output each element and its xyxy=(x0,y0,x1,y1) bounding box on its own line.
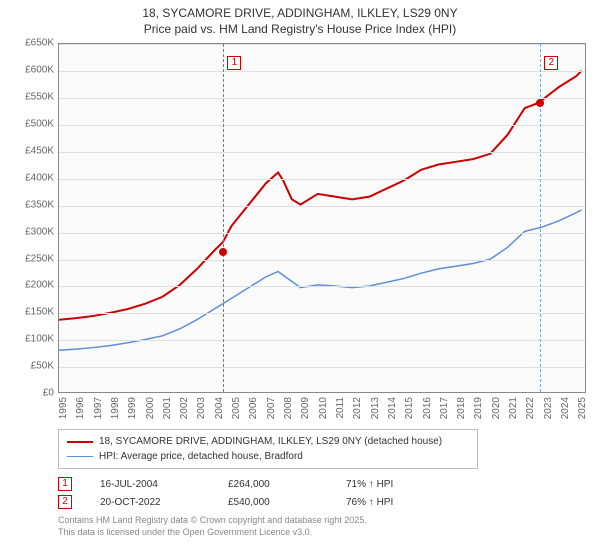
event-line xyxy=(223,44,224,392)
ytick-label: £300K xyxy=(10,226,54,237)
ytick-label: £100K xyxy=(10,334,54,345)
gridline-h xyxy=(59,286,585,287)
ytick-label: £200K xyxy=(10,280,54,291)
ytick-label: £500K xyxy=(10,118,54,129)
ytick-label: £550K xyxy=(10,92,54,103)
event-price: £264,000 xyxy=(228,479,318,490)
series-price_paid xyxy=(59,71,582,320)
event-row: 2 20-OCT-2022 £540,000 76% ↑ HPI xyxy=(58,495,590,509)
event-delta: 71% ↑ HPI xyxy=(346,479,393,490)
ytick-label: £450K xyxy=(10,145,54,156)
gridline-h xyxy=(59,125,585,126)
ytick-label: £0 xyxy=(10,388,54,399)
ytick-label: £400K xyxy=(10,172,54,183)
xtick-label: 2025 xyxy=(577,397,600,419)
event-price: £540,000 xyxy=(228,497,318,508)
title-line2: Price paid vs. HM Land Registry's House … xyxy=(10,22,590,38)
chart-title: 18, SYCAMORE DRIVE, ADDINGHAM, ILKLEY, L… xyxy=(10,6,590,37)
attribution: Contains HM Land Registry data © Crown c… xyxy=(58,515,590,538)
event-date: 16-JUL-2004 xyxy=(100,479,200,490)
event-row: 1 16-JUL-2004 £264,000 71% ↑ HPI xyxy=(58,477,590,491)
ytick-label: £650K xyxy=(10,38,54,49)
gridline-h xyxy=(59,179,585,180)
gridline-h xyxy=(59,44,585,45)
gridline-h xyxy=(59,260,585,261)
ytick-label: £150K xyxy=(10,307,54,318)
legend-swatch xyxy=(67,456,93,457)
ytick-label: £250K xyxy=(10,253,54,264)
ytick-label: £50K xyxy=(10,361,54,372)
gridline-h xyxy=(59,367,585,368)
legend-item: 18, SYCAMORE DRIVE, ADDINGHAM, ILKLEY, L… xyxy=(67,434,469,449)
gridline-h xyxy=(59,152,585,153)
gridline-h xyxy=(59,206,585,207)
legend-item: HPI: Average price, detached house, Brad… xyxy=(67,449,469,464)
ytick-label: £350K xyxy=(10,199,54,210)
gridline-h xyxy=(59,313,585,314)
gridline-h xyxy=(59,340,585,341)
footer-line2: This data is licensed under the Open Gov… xyxy=(58,527,590,539)
chart: £0 £50K £100K £150K £200K £250K £300K £350K £400… xyxy=(10,43,586,423)
event-delta: 76% ↑ HPI xyxy=(346,497,393,508)
event-line xyxy=(540,44,541,392)
event-marker xyxy=(536,99,544,107)
gridline-h xyxy=(59,233,585,234)
legend-label: 18, SYCAMORE DRIVE, ADDINGHAM, ILKLEY, L… xyxy=(99,434,442,449)
event-badge: 2 xyxy=(544,56,558,70)
ytick-label: £600K xyxy=(10,65,54,76)
title-line1: 18, SYCAMORE DRIVE, ADDINGHAM, ILKLEY, L… xyxy=(10,6,590,22)
legend: 18, SYCAMORE DRIVE, ADDINGHAM, ILKLEY, L… xyxy=(58,429,478,469)
event-row-badge: 1 xyxy=(58,477,72,491)
series-hpi xyxy=(59,210,582,350)
gridline-h xyxy=(59,71,585,72)
footer-line1: Contains HM Land Registry data © Crown c… xyxy=(58,515,590,527)
event-row-badge: 2 xyxy=(58,495,72,509)
legend-label: HPI: Average price, detached house, Brad… xyxy=(99,449,303,464)
event-badge: 1 xyxy=(227,56,241,70)
event-marker xyxy=(219,248,227,256)
plot-area: 12 xyxy=(58,43,586,393)
gridline-h xyxy=(59,98,585,99)
legend-swatch xyxy=(67,441,93,443)
events-table: 1 16-JUL-2004 £264,000 71% ↑ HPI 2 20-OCT-202… xyxy=(58,477,590,509)
event-date: 20-OCT-2022 xyxy=(100,497,200,508)
